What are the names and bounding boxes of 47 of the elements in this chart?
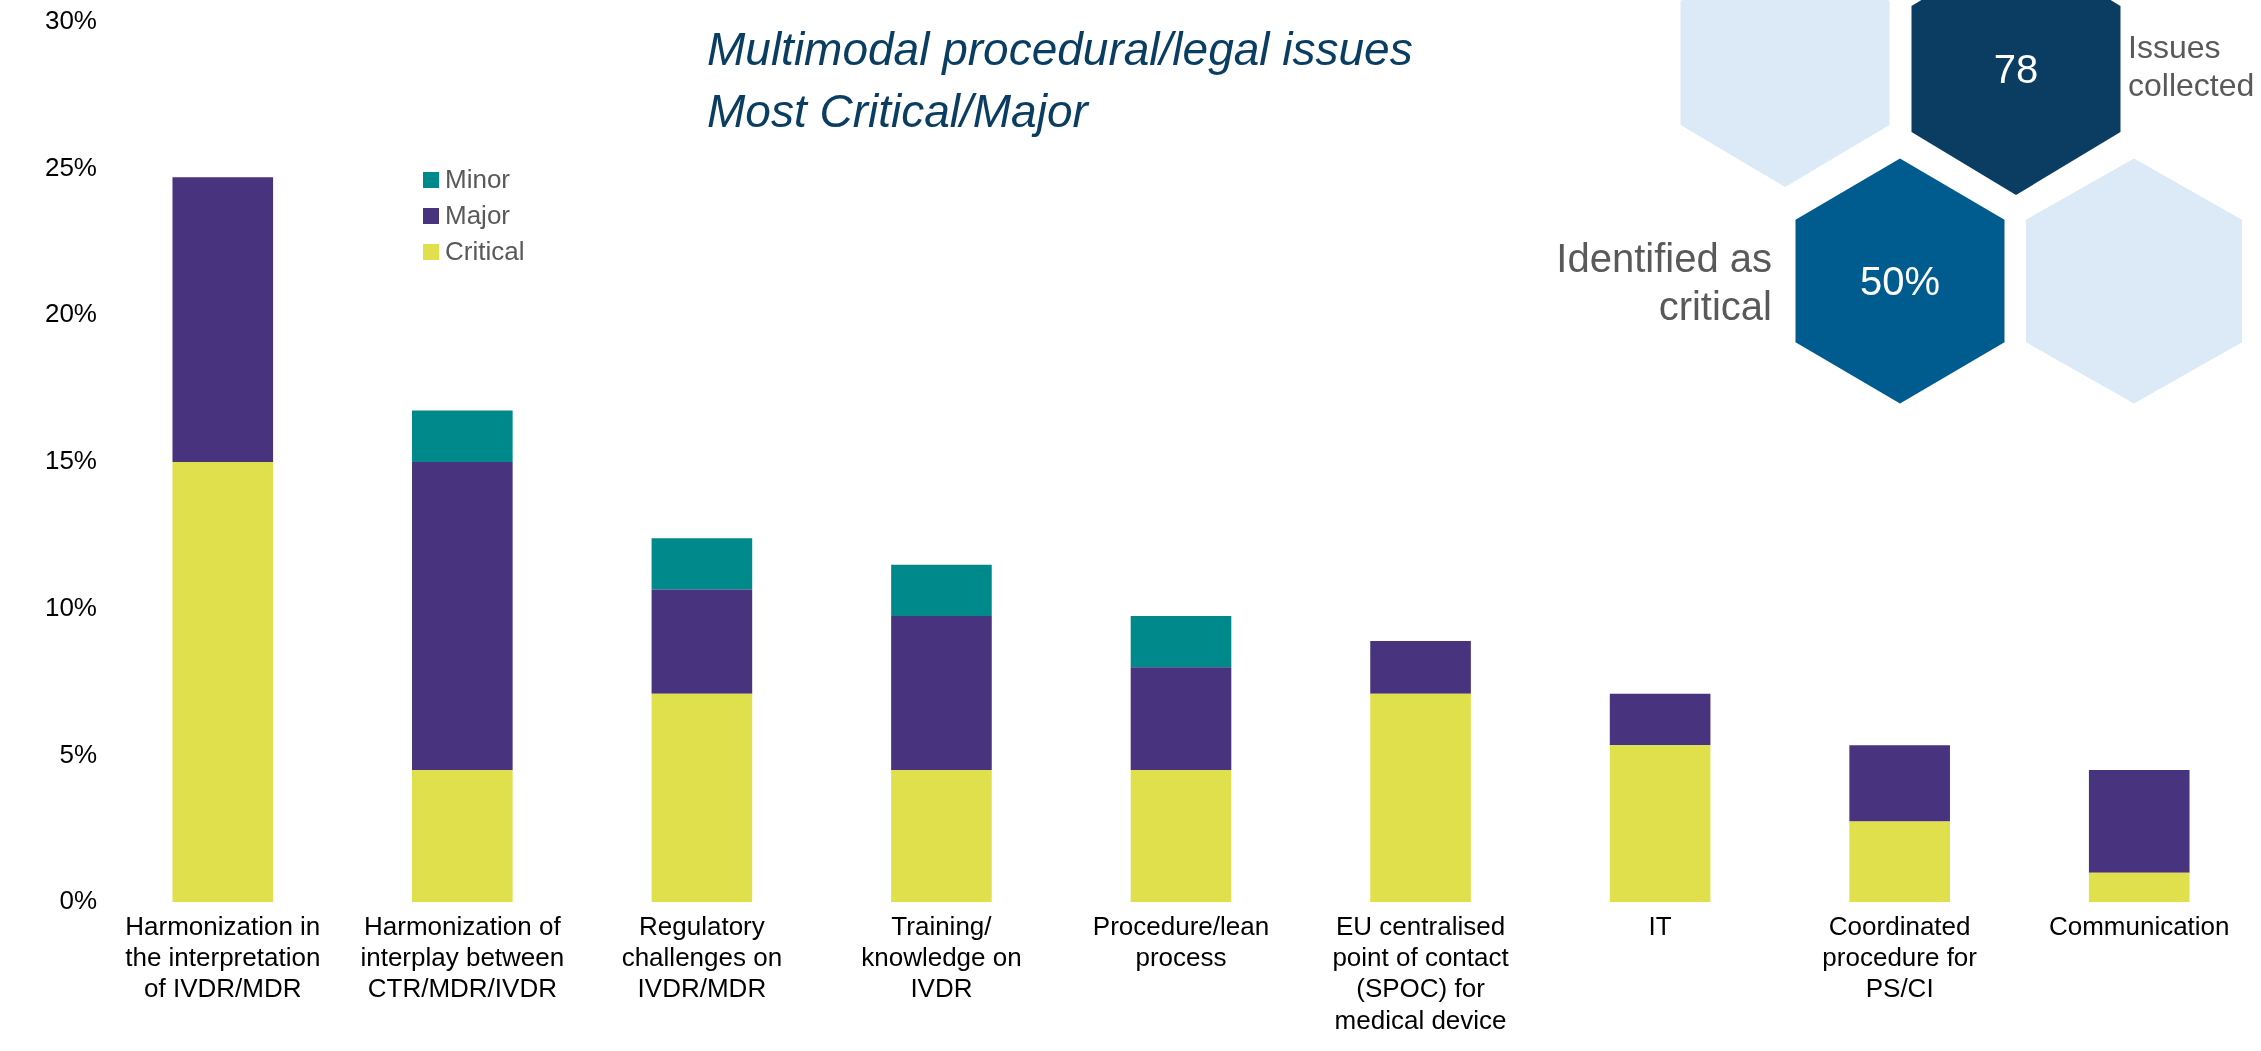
x-tick-label: Procedure/lean process xyxy=(1092,910,1270,973)
bar xyxy=(172,461,274,903)
x-tick-label: Regulatory challenges on IVDR/MDR xyxy=(621,910,783,1004)
bar xyxy=(412,770,513,903)
bar xyxy=(1130,616,1232,668)
legend-label: Major xyxy=(445,200,511,232)
bar xyxy=(651,538,753,590)
bar xyxy=(891,564,992,617)
y-tick-label: 30% xyxy=(44,4,97,35)
chart-title: Multimodal procedural/legal issues xyxy=(707,22,1413,76)
bar xyxy=(651,693,753,903)
bar xyxy=(1370,693,1471,903)
annotation: Issues collected xyxy=(2128,27,2256,105)
legend-label: Minor xyxy=(445,164,511,196)
annotation: 78 xyxy=(1993,46,2039,93)
bar xyxy=(1130,770,1232,903)
x-tick-label: Harmonization in the interpretation of IVDR/MDR xyxy=(125,910,321,1004)
bar xyxy=(1609,693,1711,746)
x-tick-label: Coordinated procedure for PS/CI xyxy=(1822,910,1978,1004)
annotation: 50% xyxy=(1859,258,1941,305)
bar xyxy=(2088,770,2190,873)
bar xyxy=(891,770,992,903)
text: Most Critical/Major xyxy=(707,84,1088,138)
x-tick-label: Harmonization of interplay between CTR/MDR/IVDR xyxy=(360,910,565,1004)
bar xyxy=(2088,872,2190,903)
y-tick-label: 0% xyxy=(59,885,97,916)
bar xyxy=(1849,821,1950,903)
x-tick-label: Communication xyxy=(2048,910,2230,941)
x-tick-label: Training/ knowledge on IVDR xyxy=(861,910,1022,1004)
y-tick-label: 5% xyxy=(59,738,97,769)
y-tick-label: 10% xyxy=(44,591,97,622)
bar xyxy=(891,616,992,771)
y-tick-label: 20% xyxy=(44,298,97,329)
annotation: Identified as critical xyxy=(1555,235,1772,330)
bar xyxy=(1849,745,1950,822)
bar xyxy=(1370,640,1471,694)
y-tick-label: 15% xyxy=(44,445,97,476)
bar xyxy=(172,177,274,462)
bar xyxy=(1609,745,1711,903)
bar xyxy=(1130,667,1232,771)
bar xyxy=(651,589,753,694)
bar xyxy=(412,461,513,771)
x-tick-label: IT xyxy=(1648,910,1672,941)
x-tick-label: EU centralised point of contact (SPOC) for medical device xyxy=(1332,910,1510,1035)
bar xyxy=(412,410,513,462)
y-tick-label: 25% xyxy=(44,151,97,182)
legend-label: Critical xyxy=(445,236,525,268)
